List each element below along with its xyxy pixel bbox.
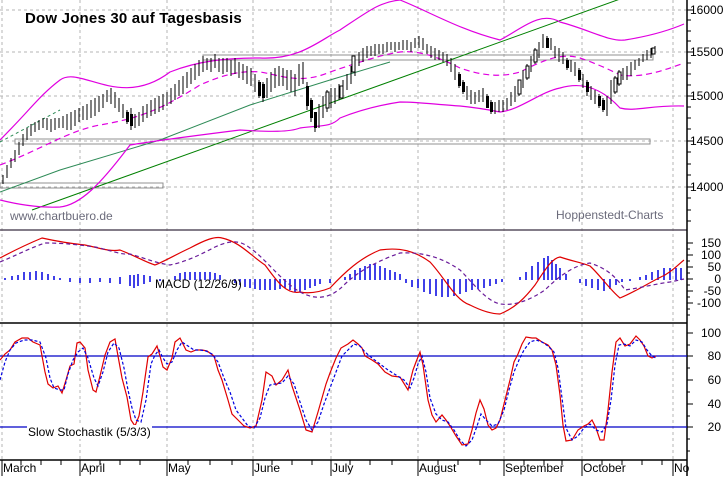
x-axis-ticks: [1, 460, 674, 476]
trendlines: [0, 0, 619, 211]
macd-tick: -100: [696, 296, 721, 310]
macd-tick: 100: [700, 248, 721, 262]
candle-bodies: [126, 38, 605, 128]
short-trendline-ext: [0, 109, 61, 143]
month-label: May: [168, 461, 191, 475]
macd-tick: -50: [703, 284, 721, 298]
watermark-chartbuero: www.chartbuero.de: [10, 209, 113, 223]
month-label: September: [505, 461, 564, 475]
y-axis-ticks: [687, 9, 694, 452]
macd-tick: 150: [700, 236, 721, 250]
month-label: July: [332, 461, 354, 475]
month-label: April: [81, 461, 106, 475]
price-candles: [2, 34, 656, 184]
support-box-14500: [14, 138, 651, 145]
macd-tick: 0: [714, 272, 721, 286]
macd-histogram: [4, 256, 682, 297]
stoch-tick: 60: [707, 373, 721, 387]
month-label: No: [674, 461, 690, 475]
short-trendline: [0, 61, 391, 193]
price-tick: 14000: [690, 180, 723, 194]
support-box-14000: [0, 182, 164, 189]
bollinger-lower: [0, 84, 685, 208]
month-label: October: [583, 461, 626, 475]
price-tick: 16000: [690, 3, 723, 17]
stochastic-label: Slow Stochastik (5/3/3): [27, 425, 152, 439]
macd-tick: 50: [707, 260, 721, 274]
stoch-d-line: [0, 339, 657, 447]
price-tick: 15500: [690, 45, 723, 59]
price-tick: 14500: [690, 134, 723, 148]
chart-title: Dow Jones 30 auf Tagesbasis: [25, 10, 242, 27]
watermark-hoppenstedt: Hoppenstedt-Charts: [556, 208, 664, 222]
stoch-k-line: [0, 335, 657, 446]
stoch-tick: 100: [700, 326, 721, 340]
bollinger-middle: [0, 51, 685, 166]
macd-line: [0, 236, 685, 315]
support-resistance-boxes: [0, 54, 654, 189]
stoch-tick: 80: [707, 349, 721, 363]
stoch-tick: 20: [707, 420, 721, 434]
month-label: March: [3, 461, 37, 475]
candle-bodies-hollow: [325, 47, 656, 109]
bollinger-upper: [0, 0, 685, 141]
stoch-tick: 40: [707, 397, 721, 411]
macd-label: MACD (12/26/9): [155, 277, 242, 291]
price-tick: 15000: [690, 89, 723, 103]
bollinger-bands: [0, 0, 685, 208]
month-label: June: [254, 461, 281, 475]
month-label: August: [419, 461, 457, 475]
long-trendline: [31, 0, 619, 211]
macd-signal-line: [0, 241, 685, 305]
